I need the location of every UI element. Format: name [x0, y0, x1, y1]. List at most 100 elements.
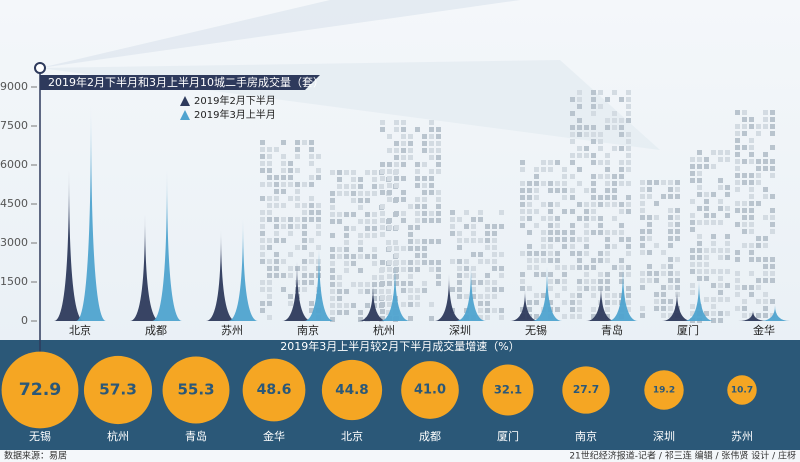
- window: [742, 215, 747, 220]
- window: [668, 194, 673, 199]
- window: [548, 258, 553, 263]
- window: [450, 210, 455, 215]
- window: [742, 208, 747, 213]
- window: [541, 258, 546, 263]
- window: [742, 159, 747, 164]
- window: [380, 211, 385, 216]
- window: [548, 167, 553, 172]
- window: [365, 170, 370, 175]
- spike: [456, 266, 486, 321]
- window: [387, 162, 392, 167]
- window: [555, 293, 560, 298]
- bubble-label: 44.8: [335, 382, 368, 398]
- window: [415, 197, 420, 202]
- window: [457, 259, 462, 264]
- window: [640, 187, 645, 192]
- window: [295, 140, 300, 145]
- window: [429, 155, 434, 160]
- window: [260, 238, 265, 243]
- window: [401, 155, 406, 160]
- window: [485, 273, 490, 278]
- window: [626, 286, 631, 291]
- window: [344, 170, 349, 175]
- window: [351, 254, 356, 259]
- window: [457, 287, 462, 292]
- window: [288, 252, 293, 257]
- window: [763, 166, 768, 171]
- window: [770, 271, 775, 276]
- window: [422, 204, 427, 209]
- bubble-category: 杭州: [107, 429, 129, 443]
- window: [450, 259, 455, 264]
- window: [520, 272, 525, 277]
- window: [337, 184, 342, 189]
- window: [742, 173, 747, 178]
- window: [429, 120, 434, 125]
- window: [668, 278, 673, 283]
- window: [534, 251, 539, 256]
- window: [309, 154, 314, 159]
- window: [260, 210, 265, 215]
- window: [330, 268, 335, 273]
- window: [718, 318, 723, 323]
- spike: [228, 219, 258, 321]
- window: [749, 194, 754, 199]
- window: [711, 234, 716, 239]
- window: [591, 314, 596, 319]
- window: [408, 141, 413, 146]
- window: [749, 138, 754, 143]
- window: [711, 283, 716, 288]
- window: [408, 246, 413, 251]
- window: [358, 240, 363, 245]
- window: [351, 303, 356, 308]
- window: [485, 245, 490, 250]
- window: [756, 278, 761, 283]
- window: [626, 251, 631, 256]
- window: [457, 294, 462, 299]
- window: [309, 175, 314, 180]
- window: [401, 148, 406, 153]
- window: [351, 177, 356, 182]
- window: [534, 272, 539, 277]
- window: [457, 231, 462, 236]
- window: [330, 317, 335, 322]
- window: [697, 178, 702, 183]
- window: [337, 247, 342, 252]
- window: [330, 254, 335, 259]
- bubble-label: 48.6: [257, 382, 292, 398]
- window: [675, 180, 680, 185]
- window: [274, 147, 279, 152]
- window: [725, 283, 730, 288]
- window: [260, 140, 265, 145]
- window: [661, 264, 666, 269]
- window: [598, 174, 603, 179]
- bubble-label: 32.1: [494, 383, 522, 397]
- window: [344, 212, 349, 217]
- window: [584, 230, 589, 235]
- window: [330, 275, 335, 280]
- x-tick-label: 青岛: [601, 323, 623, 337]
- window: [295, 196, 300, 201]
- window: [274, 259, 279, 264]
- window: [309, 280, 314, 285]
- window: [274, 196, 279, 201]
- window: [619, 125, 624, 130]
- window: [756, 173, 761, 178]
- window: [742, 229, 747, 234]
- window: [401, 127, 406, 132]
- window: [281, 259, 286, 264]
- window: [548, 286, 553, 291]
- window: [309, 238, 314, 243]
- window: [605, 251, 610, 256]
- window: [756, 159, 761, 164]
- window: [288, 224, 293, 229]
- window: [605, 167, 610, 172]
- window: [690, 171, 695, 176]
- window: [619, 97, 624, 102]
- window: [770, 215, 775, 220]
- window: [718, 199, 723, 204]
- window: [436, 162, 441, 167]
- window: [295, 245, 300, 250]
- window: [626, 195, 631, 200]
- window: [584, 188, 589, 193]
